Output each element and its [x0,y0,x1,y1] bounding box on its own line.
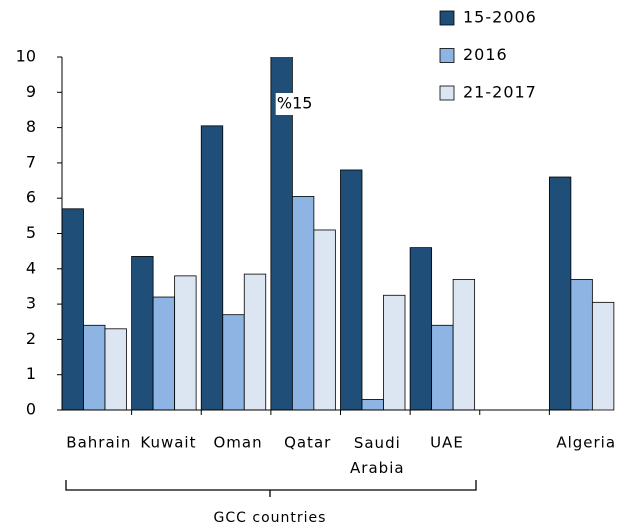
x-tick-label: Bahrain [66,434,131,452]
y-tick-label: 6 [26,188,36,207]
bar [409,247,433,411]
group-bracket [65,480,477,497]
bar [313,229,336,411]
bars [61,57,615,411]
legend-swatch [439,48,455,63]
legend-label: 2016 [463,45,508,64]
y-tick-label: 9 [26,82,36,101]
y-tick-label: 5 [26,223,36,242]
legend-swatch [439,10,455,26]
bar [61,208,84,411]
legend-label: 21-2017 [463,83,537,102]
x-tick-label: Saudi Arabia [350,434,405,477]
y-tick-label: 2 [26,329,36,348]
bar [83,324,106,411]
y-tick-label: 3 [26,294,36,313]
y-tick-label: 4 [26,258,36,277]
y-tick-label: 1 [26,364,36,383]
x-tick-label: Qatar [284,434,331,452]
bar [548,176,572,411]
y-tick-label: 10 [16,47,36,66]
legend-label: 15-2006 [463,8,537,27]
bar [361,399,384,411]
bar [452,278,476,411]
bar [270,57,293,411]
legend-swatch [439,85,455,101]
bar [104,328,127,411]
bar [570,278,593,411]
bar [222,314,245,411]
group-label: GCC countries [214,510,327,524]
bar [174,275,197,411]
bar [291,196,315,411]
x-tick-label: Algeria [556,434,616,452]
y-tick-label: 8 [26,117,36,136]
bar [340,169,363,411]
annotation: %15 [277,94,313,113]
x-tick-label: Kuwait [140,434,196,452]
bar [200,125,224,411]
bar [383,294,406,411]
annotation-bg [275,93,314,115]
bar [243,273,267,411]
y-tick-label: 7 [26,152,36,171]
x-tick-label: UAE [430,434,464,452]
y-tick-label: 0 [26,400,36,419]
bar [131,256,154,411]
x-tick-label: Oman [214,434,263,452]
bar [152,296,176,411]
bar [431,324,454,411]
bar [591,301,615,411]
